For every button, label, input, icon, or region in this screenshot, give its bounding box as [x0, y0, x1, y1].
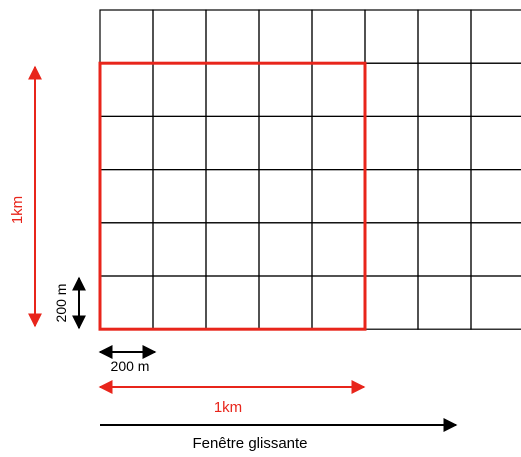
grid-cell: [205, 115, 260, 171]
grid-cell: [311, 9, 366, 64]
grid-cell: [205, 275, 260, 330]
window-width-label: 1km: [214, 399, 242, 416]
grid-cell: [99, 9, 154, 64]
grid-cell: [417, 115, 472, 171]
grid-cell: [470, 222, 521, 277]
sliding-window-label: Fenêtre glissante: [192, 435, 307, 452]
grid-cell: [99, 275, 154, 330]
grid-cell: [152, 222, 207, 277]
grid-cell: [417, 62, 472, 118]
grid-cell: [258, 62, 313, 118]
grid-cell: [470, 275, 521, 330]
grid-cell: [364, 115, 419, 171]
grid-cell: [364, 275, 419, 330]
grid-cell: [417, 169, 472, 224]
grid-cell: [258, 115, 313, 171]
grid-cell: [152, 169, 207, 224]
grid-cell: [364, 169, 419, 224]
window-height-label: 1km: [9, 196, 26, 224]
grid-cell: [258, 9, 313, 64]
sliding-window-outline: [98, 61, 367, 331]
grid-cell: [311, 62, 366, 118]
grid-cell: [258, 169, 313, 224]
grid-cell: [311, 275, 366, 330]
grid-cell: [470, 9, 521, 64]
grid-cell: [364, 222, 419, 277]
grid-cell: [311, 169, 366, 224]
grid-cell: [205, 9, 260, 64]
cell-width-label: 200 m: [111, 358, 150, 374]
grid-cell: [364, 9, 419, 64]
grid-cell: [99, 169, 154, 224]
grid-cell: [417, 275, 472, 330]
grid-cell: [364, 62, 419, 118]
grid-cell: [152, 9, 207, 64]
grid-cell: [99, 115, 154, 171]
grid-cell: [258, 222, 313, 277]
grid-cell: [205, 169, 260, 224]
grid-cell: [470, 115, 521, 171]
grid-cell: [470, 169, 521, 224]
grid: [99, 9, 521, 330]
grid-cell: [152, 115, 207, 171]
grid-cell: [311, 222, 366, 277]
grid-cell: [152, 62, 207, 118]
grid-cell: [417, 9, 472, 64]
grid-cell: [258, 275, 313, 330]
grid-cell: [99, 62, 154, 118]
grid-cell: [417, 222, 472, 277]
cell-height-label: 200 m: [53, 284, 69, 323]
grid-cell: [205, 222, 260, 277]
grid-cell: [152, 275, 207, 330]
grid-cell: [470, 62, 521, 118]
grid-cell: [311, 115, 366, 171]
grid-cell: [99, 222, 154, 277]
grid-cell: [205, 62, 260, 118]
